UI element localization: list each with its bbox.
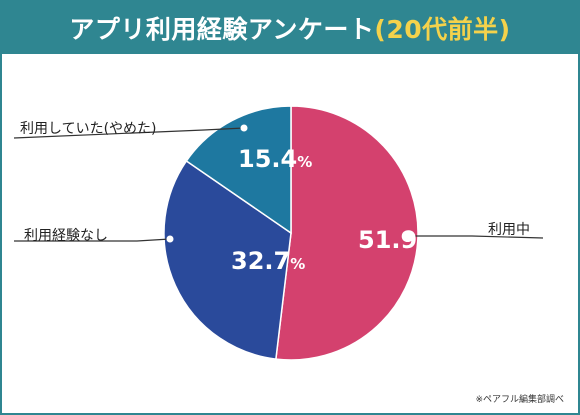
title-bar: アプリ利用経験アンケート(20代前半) (2, 2, 578, 54)
value-label: 32.7% (231, 247, 305, 275)
leader-line (14, 238, 171, 242)
pie-slice (275, 105, 419, 361)
title-accent: (20代前半) (374, 15, 511, 44)
pie-slice (163, 159, 292, 360)
leader-dot (166, 235, 174, 243)
pie-slice (185, 105, 292, 235)
value-labels: 51.9% 32.7% 15.4% (231, 145, 432, 275)
category-label: 利用していた(やめた) (20, 121, 157, 137)
leader-line (13, 127, 245, 139)
pie-slices (163, 105, 419, 361)
leader-lines (13, 124, 544, 243)
value-label: 15.4% (238, 145, 312, 173)
leader-dot (240, 124, 248, 132)
leader-dot (405, 232, 413, 240)
title-main: アプリ利用経験アンケート (69, 15, 375, 44)
category-labels: 利用中 利用経験なし 利用していた(やめた) (20, 121, 530, 244)
value-label: 51.9% (358, 226, 432, 254)
leader-line (409, 235, 544, 239)
category-label: 利用経験なし (24, 228, 108, 244)
chart-title: アプリ利用経験アンケート(20代前半) (69, 10, 510, 46)
category-label: 利用中 (488, 222, 530, 238)
source-note: ※ペアフル編集部調べ (475, 395, 564, 405)
